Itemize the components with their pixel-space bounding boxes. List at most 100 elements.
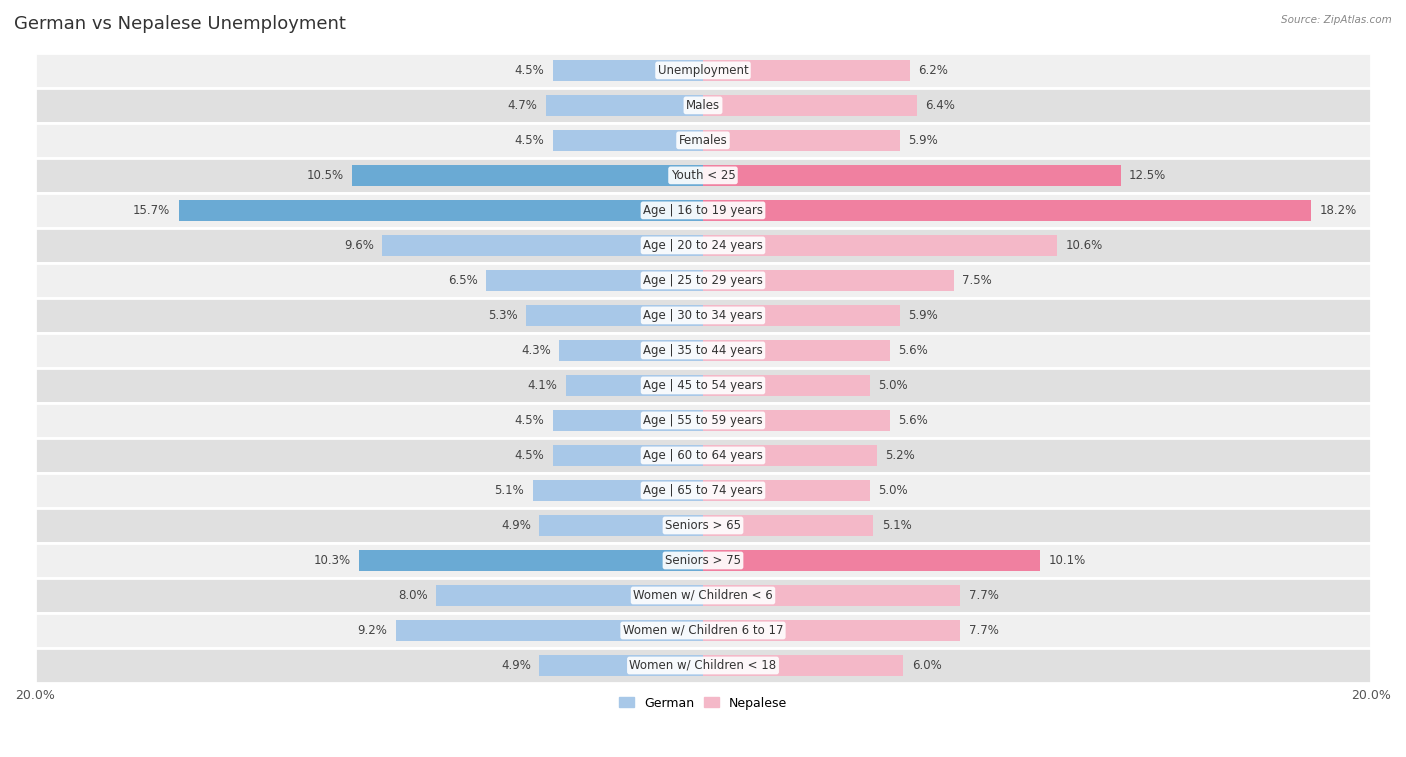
Text: Age | 35 to 44 years: Age | 35 to 44 years [643,344,763,357]
Bar [35,473,1371,508]
Bar [540,655,703,676]
Text: 4.7%: 4.7% [508,99,537,112]
Text: 10.1%: 10.1% [1049,554,1085,567]
Bar [35,543,1371,578]
Bar [35,88,1371,123]
Bar [703,164,1121,186]
Bar [703,550,1040,572]
Bar [546,95,703,117]
Text: 5.9%: 5.9% [908,309,938,322]
Text: 6.5%: 6.5% [447,274,478,287]
Bar [35,228,1371,263]
Text: Women w/ Children < 18: Women w/ Children < 18 [630,659,776,672]
Text: 5.0%: 5.0% [879,379,908,392]
Text: Women w/ Children < 6: Women w/ Children < 6 [633,589,773,602]
Bar [553,129,703,151]
Text: Seniors > 75: Seniors > 75 [665,554,741,567]
Bar [35,578,1371,613]
Text: 9.6%: 9.6% [344,239,374,252]
Bar [703,235,1057,257]
Text: 5.6%: 5.6% [898,414,928,427]
Text: 4.5%: 4.5% [515,449,544,462]
Text: 15.7%: 15.7% [134,204,170,217]
Text: German vs Nepalese Unemployment: German vs Nepalese Unemployment [14,15,346,33]
Text: 4.9%: 4.9% [501,519,531,532]
Text: 6.2%: 6.2% [918,64,948,77]
Bar [533,480,703,501]
Text: 6.4%: 6.4% [925,99,955,112]
Text: Age | 16 to 19 years: Age | 16 to 19 years [643,204,763,217]
Text: 10.3%: 10.3% [314,554,350,567]
Text: 7.7%: 7.7% [969,589,998,602]
Bar [35,158,1371,193]
Text: 4.3%: 4.3% [522,344,551,357]
Bar [703,60,910,81]
Bar [179,200,703,221]
Bar [35,403,1371,438]
Bar [35,648,1371,683]
Bar [703,340,890,361]
Text: 4.5%: 4.5% [515,134,544,147]
Text: Age | 65 to 74 years: Age | 65 to 74 years [643,484,763,497]
Bar [560,340,703,361]
Bar [382,235,703,257]
Text: 5.1%: 5.1% [882,519,911,532]
Text: 5.6%: 5.6% [898,344,928,357]
Text: 4.9%: 4.9% [501,659,531,672]
Bar [703,480,870,501]
Text: Males: Males [686,99,720,112]
Bar [35,193,1371,228]
Bar [703,655,904,676]
Text: 5.3%: 5.3% [488,309,517,322]
Text: 5.9%: 5.9% [908,134,938,147]
Text: Unemployment: Unemployment [658,64,748,77]
Bar [540,515,703,536]
Bar [359,550,703,572]
Bar [35,438,1371,473]
Bar [553,444,703,466]
Text: Age | 55 to 59 years: Age | 55 to 59 years [643,414,763,427]
Text: 7.5%: 7.5% [962,274,991,287]
Text: 7.7%: 7.7% [969,624,998,637]
Bar [35,263,1371,298]
Bar [567,375,703,396]
Text: 9.2%: 9.2% [357,624,387,637]
Bar [35,298,1371,333]
Bar [703,444,877,466]
Text: Females: Females [679,134,727,147]
Text: Age | 30 to 34 years: Age | 30 to 34 years [643,309,763,322]
Text: 12.5%: 12.5% [1129,169,1166,182]
Bar [395,620,703,641]
Text: Source: ZipAtlas.com: Source: ZipAtlas.com [1281,15,1392,25]
Text: 10.6%: 10.6% [1066,239,1102,252]
Text: 4.1%: 4.1% [527,379,558,392]
Bar [703,515,873,536]
Text: 8.0%: 8.0% [398,589,427,602]
Bar [703,584,960,606]
Text: 5.1%: 5.1% [495,484,524,497]
Text: Age | 60 to 64 years: Age | 60 to 64 years [643,449,763,462]
Bar [553,410,703,431]
Bar [526,304,703,326]
Bar [703,304,900,326]
Text: 6.0%: 6.0% [911,659,942,672]
Bar [703,200,1310,221]
Bar [553,60,703,81]
Text: Seniors > 65: Seniors > 65 [665,519,741,532]
Text: 18.2%: 18.2% [1319,204,1357,217]
Legend: German, Nepalese: German, Nepalese [614,692,792,715]
Bar [353,164,703,186]
Text: 10.5%: 10.5% [307,169,344,182]
Text: 4.5%: 4.5% [515,414,544,427]
Text: Age | 25 to 29 years: Age | 25 to 29 years [643,274,763,287]
Text: Youth < 25: Youth < 25 [671,169,735,182]
Bar [35,53,1371,88]
Text: Age | 45 to 54 years: Age | 45 to 54 years [643,379,763,392]
Bar [35,368,1371,403]
Text: 5.0%: 5.0% [879,484,908,497]
Bar [35,613,1371,648]
Text: 5.2%: 5.2% [884,449,915,462]
Bar [436,584,703,606]
Bar [703,269,953,291]
Text: Women w/ Children 6 to 17: Women w/ Children 6 to 17 [623,624,783,637]
